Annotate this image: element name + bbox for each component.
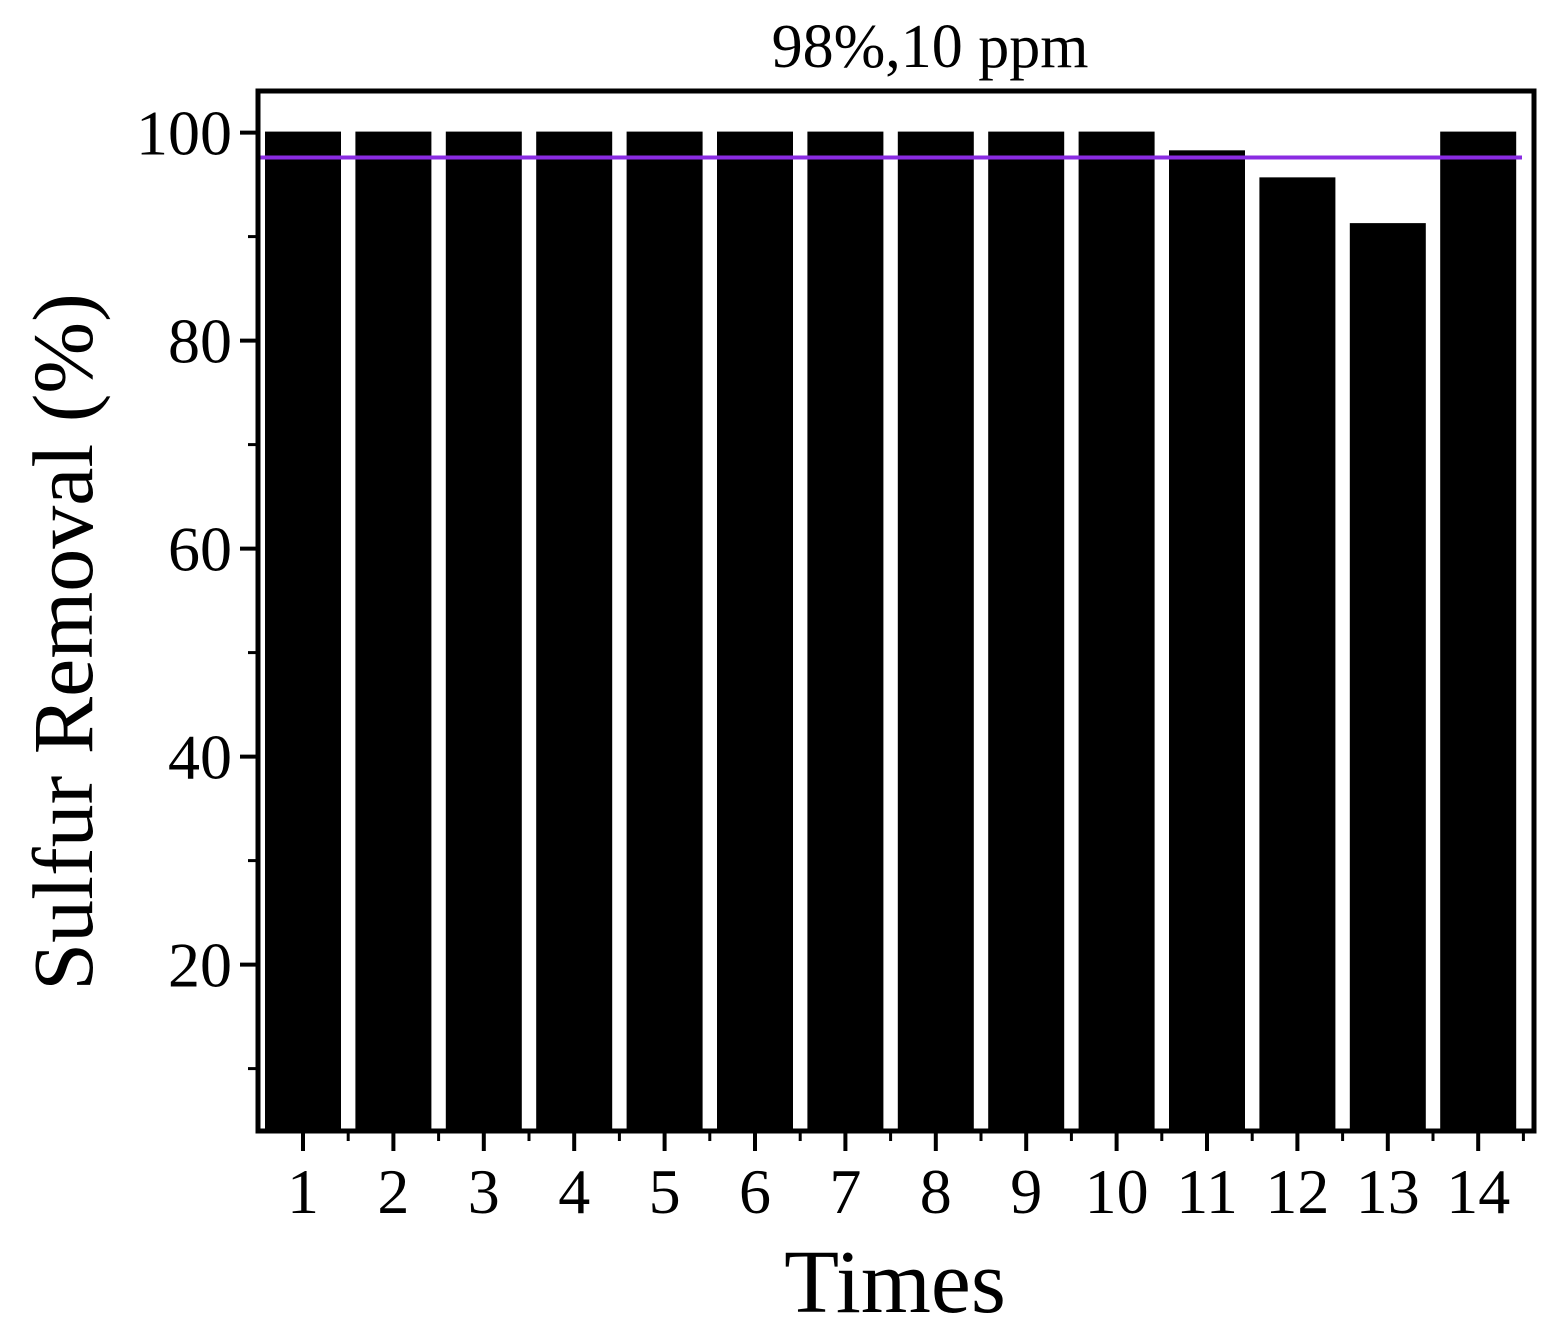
bar-11 (1169, 150, 1245, 1132)
bar-10 (1078, 131, 1155, 1133)
x-tick-label: 2 (377, 1156, 409, 1227)
y-axis-label: Sulfur Removal (%) (15, 293, 111, 990)
bar-4 (536, 131, 613, 1133)
x-tick-label: 3 (468, 1156, 500, 1227)
x-tick-label: 13 (1356, 1156, 1420, 1227)
y-tick-label: 40 (168, 722, 232, 793)
bar-8 (897, 131, 974, 1133)
y-axis: 20 40 60 80 100 (136, 98, 258, 1071)
bar-1 (265, 131, 341, 1133)
bar-2 (355, 131, 432, 1133)
x-tick-label: 7 (829, 1156, 861, 1227)
x-tick-label: 5 (649, 1156, 681, 1227)
bar-9 (988, 131, 1065, 1133)
bar-14 (1440, 131, 1517, 1133)
bar-5 (626, 131, 703, 1133)
y-tick-label: 100 (136, 98, 232, 169)
chart-annotation: 98%,10 ppm (772, 13, 1089, 81)
bar-12 (1259, 177, 1336, 1133)
y-tick-label: 20 (168, 930, 232, 1001)
y-tick-label: 60 (168, 514, 232, 585)
y-tick-label: 80 (168, 306, 232, 377)
plot-frame (255, 88, 1537, 1134)
bar-13 (1349, 223, 1426, 1132)
x-tick-label: 1 (287, 1156, 319, 1227)
x-tick-label: 9 (1010, 1156, 1042, 1227)
bar-3 (445, 131, 522, 1133)
x-tick-label: 11 (1176, 1156, 1238, 1227)
x-tick-label: 12 (1265, 1156, 1329, 1227)
x-axis-label: Times (784, 1233, 1006, 1332)
x-tick-label: 6 (739, 1156, 771, 1227)
bar-7 (807, 131, 884, 1133)
x-tick-label: 14 (1446, 1156, 1510, 1227)
bar-6 (717, 131, 793, 1133)
x-axis: 1 2 3 4 5 6 7 8 9 10 11 12 13 14 (287, 1131, 1525, 1227)
x-tick-label: 10 (1085, 1156, 1149, 1227)
x-tick-label: 8 (920, 1156, 952, 1227)
x-tick-label: 4 (558, 1156, 590, 1227)
bars-group (265, 131, 1517, 1133)
